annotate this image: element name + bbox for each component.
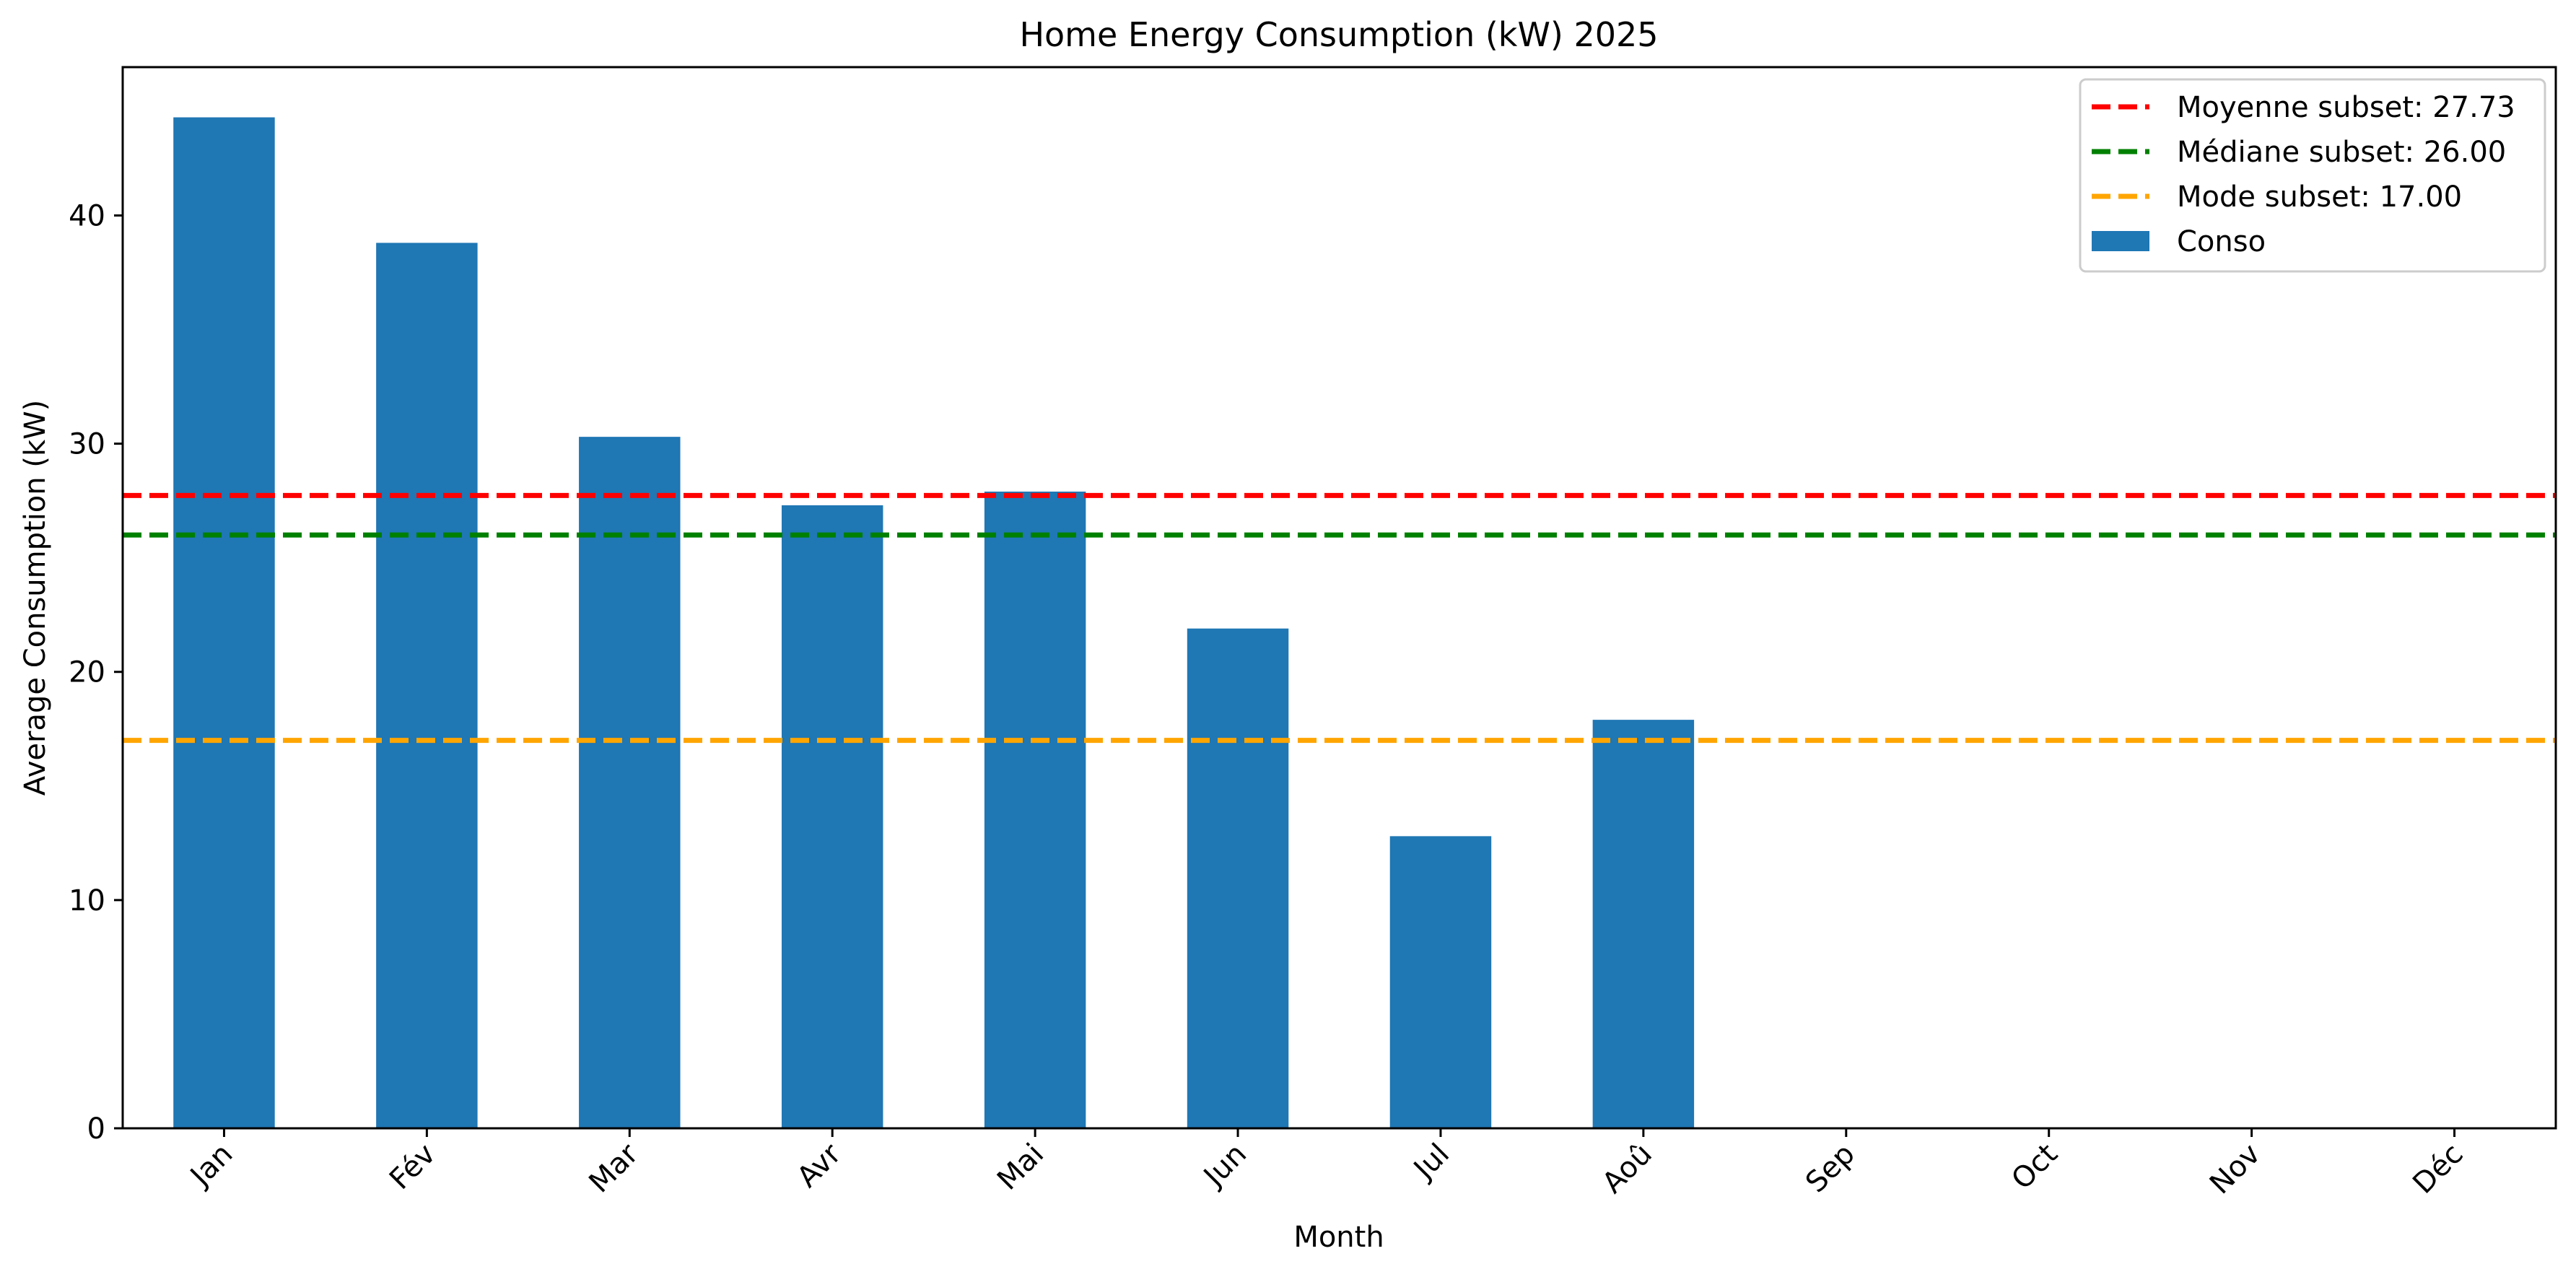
y-tick-label: 20 (69, 656, 105, 689)
legend-label: Médiane subset: 26.00 (2177, 136, 2506, 169)
bar-jul (1389, 836, 1492, 1128)
legend-items: Moyenne subset: 27.73 Médiane subset: 26.… (2092, 91, 2515, 258)
bar-jun (1187, 628, 1289, 1128)
bar-aoû (1592, 720, 1695, 1128)
bars-group (173, 117, 1695, 1129)
y-tick-label: 10 (69, 884, 105, 918)
legend-label: Conso (2177, 225, 2266, 258)
legend-label: Moyenne subset: 27.73 (2177, 91, 2515, 124)
bar-mar (579, 437, 681, 1128)
y-axis-label: Average Consumption (kW) (19, 400, 52, 796)
bar-mai (984, 492, 1086, 1128)
reference-lines-group (123, 492, 2556, 744)
y-tick-label: 30 (69, 428, 105, 461)
y-tick-label: 40 (69, 199, 105, 232)
bar-avr (781, 505, 883, 1128)
plot-frame (121, 66, 2557, 1130)
chart-title: Home Energy Consumption (kW) 2025 (1019, 15, 1658, 54)
x-axis-label: Month (1293, 1221, 1384, 1254)
y-tick-label: 0 (87, 1112, 105, 1146)
plot-area (121, 66, 2557, 1130)
bar-jan (173, 117, 275, 1129)
y-axis: 0 10 20 30 40 (69, 199, 123, 1146)
legend-box (2079, 78, 2546, 273)
legend-swatch-bar (2092, 231, 2149, 251)
legend: Moyenne subset: 27.73 Médiane subset: 26.… (2079, 78, 2546, 273)
legend-label: Mode subset: 17.00 (2177, 180, 2462, 214)
bar-fév (376, 243, 478, 1129)
